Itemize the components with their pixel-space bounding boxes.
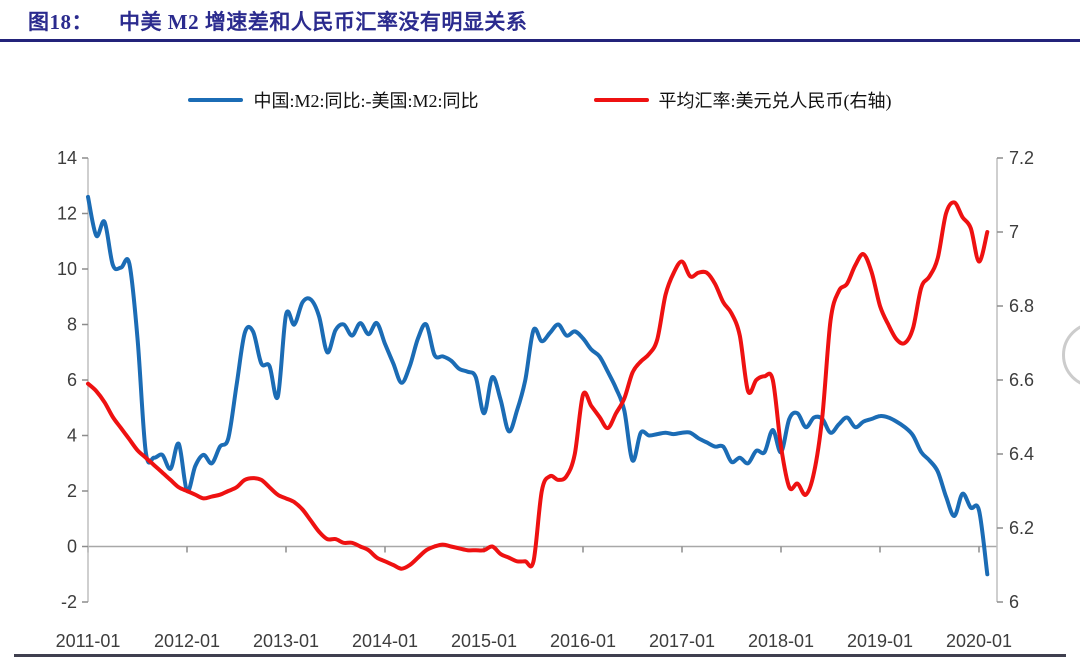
legend-item-usdcny: 平均汇率:美元兑人民币(右轴) <box>593 87 892 113</box>
series-m2-diff-line <box>86 194 990 577</box>
right-axis-label: 6.8 <box>1009 296 1034 316</box>
right-axis-label: 7 <box>1009 222 1019 242</box>
legend-swatch-usdcny <box>593 98 649 102</box>
left-axis-label: 8 <box>67 315 77 335</box>
series-usdcny-line <box>86 200 990 571</box>
x-axis-label: 2014-01 <box>352 631 418 651</box>
x-axis-label: 2020-01 <box>946 631 1012 651</box>
legend-label-usdcny: 平均汇率:美元兑人民币(右轴) <box>658 91 892 111</box>
x-axis-label: 2013-01 <box>253 631 319 651</box>
left-axis-label: 2 <box>67 481 77 501</box>
left-axis-label: 0 <box>67 537 77 557</box>
right-axis-label: 6 <box>1009 592 1019 612</box>
left-axis-label: -2 <box>61 592 77 612</box>
x-axis-label: 2019-01 <box>847 631 913 651</box>
figure-title: 中美 M2 增速差和人民币汇率没有明显关系 <box>119 10 528 34</box>
x-axis-label: 2018-01 <box>748 631 814 651</box>
figure-title-row: 图18： 中美 M2 增速差和人民币汇率没有明显关系 <box>28 6 527 36</box>
title-underline <box>0 39 1080 42</box>
x-axis-label: 2016-01 <box>550 631 616 651</box>
legend-swatch-m2-diff <box>188 98 244 102</box>
legend-item-m2-diff: 中国:M2:同比:-美国:M2:同比 <box>188 87 479 113</box>
right-axis-label: 6.4 <box>1009 444 1034 464</box>
x-axis-label: 2017-01 <box>649 631 715 651</box>
figure-number-label: 图18： <box>28 10 93 34</box>
right-axis-label: 6.2 <box>1009 518 1034 538</box>
left-axis-label: 4 <box>67 426 77 446</box>
left-axis-label: 10 <box>57 259 77 279</box>
left-axis-label: 14 <box>57 148 77 168</box>
left-axis-label: 6 <box>67 370 77 390</box>
x-axis-label: 2011-01 <box>56 631 121 651</box>
chart-legend: 中国:M2:同比:-美国:M2:同比 平均汇率:美元兑人民币(右轴) <box>0 87 1080 113</box>
left-axis-label: 12 <box>57 204 77 224</box>
x-axis-label: 2012-01 <box>154 631 220 651</box>
right-axis-label: 6.6 <box>1009 370 1034 390</box>
legend-label-m2-diff: 中国:M2:同比:-美国:M2:同比 <box>253 91 479 111</box>
x-axis-label: 2015-01 <box>451 631 517 651</box>
bottom-rule <box>14 654 1066 657</box>
right-axis-label: 7.2 <box>1009 148 1034 168</box>
